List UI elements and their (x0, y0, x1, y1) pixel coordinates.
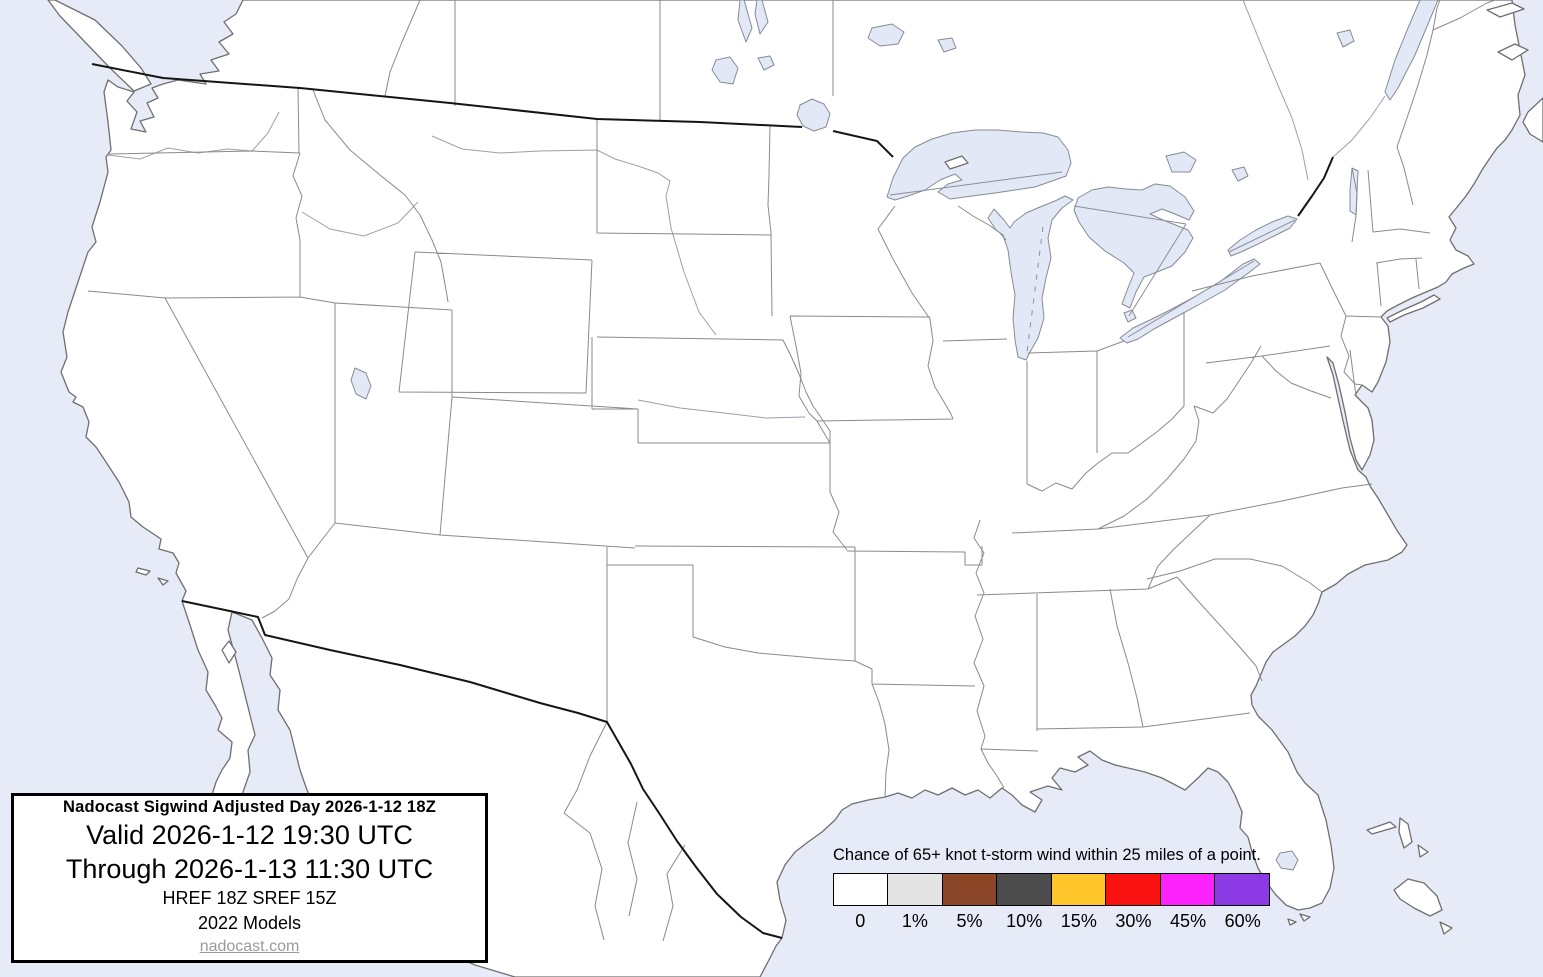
lake-of-the-woods (796, 98, 831, 132)
legend-label-row: 0 1% 5% 10% 15% 30% 45% 60% (833, 911, 1270, 932)
missouri-river (431, 135, 717, 336)
vancouver-island (47, 0, 152, 92)
st-lawrence-river (1384, 0, 1439, 101)
lake-michigan-midline (1026, 226, 1044, 353)
bahamas-andros (1417, 844, 1429, 858)
forecast-header: Nadocast Sigwind Adjusted Day 2026-1-12 … (63, 797, 436, 816)
nova-scotia (1522, 97, 1543, 143)
us-canada-border (91, 63, 1334, 217)
florida-key-1 (1299, 913, 1311, 922)
st-lawrence-upper (1332, 95, 1386, 158)
prince-edward-island (1497, 43, 1529, 61)
lake-okeechobee (1275, 850, 1299, 871)
quebec-lake (1336, 29, 1355, 48)
canada-lake-2 (757, 55, 775, 71)
state-borders-layer (87, 0, 1496, 942)
great-salt-lake (350, 367, 372, 400)
national-borders-layer (91, 63, 1334, 939)
legend-label-4: 15% (1060, 911, 1097, 931)
lake-winnipeg-south (737, 0, 753, 43)
mexico-state-borders (563, 721, 686, 942)
rivers-layer (107, 0, 1386, 419)
lake-simcoe (1231, 166, 1249, 182)
legend-label-2: 5% (956, 911, 983, 931)
forecast-title-box: Nadocast Sigwind Adjusted Day 2026-1-12 … (11, 793, 488, 963)
lake-manitoba-south (754, 0, 769, 35)
valid-time: Valid 2026-1-12 19:30 UTC (86, 819, 413, 850)
canada-lake-3 (867, 23, 905, 47)
probability-legend: Chance of 65+ knot t-storm wind within 2… (833, 846, 1270, 932)
cuba (1393, 878, 1443, 917)
lake-erie (1119, 258, 1261, 344)
models-line: HREF 18Z SREF 15Z (162, 888, 337, 909)
models-year-line: 2022 Models (197, 912, 302, 933)
legend-swatch-7 (1213, 873, 1270, 906)
us-state-borders (87, 0, 1496, 798)
cedros-island (221, 640, 237, 664)
lake-huron (1073, 183, 1195, 309)
snake-river (301, 201, 419, 237)
bahamas-grand-bahama (1366, 821, 1397, 835)
legend-label-0: 0 (855, 911, 866, 931)
legend-label-5: 30% (1115, 911, 1152, 931)
cuba-islet (1439, 921, 1453, 935)
channel-island-1 (135, 567, 151, 576)
legend-swatch-1 (887, 873, 944, 906)
legend-label-6: 45% (1170, 911, 1207, 931)
legend-label-3: 10% (1006, 911, 1043, 931)
channel-island-2 (157, 577, 169, 586)
us-mexico-border (181, 600, 783, 939)
nadocast-link[interactable]: nadocast.com (199, 938, 300, 956)
canada-lake-4 (937, 37, 957, 53)
lake-st-clair (1123, 309, 1137, 323)
legend-title: Chance of 65+ knot t-storm wind within 2… (833, 846, 1261, 864)
columbia-river (107, 111, 280, 160)
canada-lake-1 (711, 56, 739, 85)
platte-river (637, 399, 806, 419)
long-island (1386, 294, 1441, 323)
legend-swatch-3 (996, 873, 1053, 906)
through-time: Through 2026-1-13 11:30 UTC (65, 854, 434, 884)
anticosti-island (1486, 2, 1525, 18)
legend-swatch-6 (1159, 873, 1216, 906)
lake-nipigon (1165, 151, 1197, 173)
ottawa-river (1242, 0, 1309, 181)
isle-royale (944, 155, 969, 170)
legend-label-7: 60% (1224, 911, 1261, 931)
lake-superior (886, 129, 1072, 201)
great-lakes-boundary-chords (889, 171, 1296, 338)
legend-label-1: 1% (901, 911, 928, 931)
bahamas-abaco (1398, 817, 1413, 849)
legend-swatch-2 (941, 873, 998, 906)
legend-swatch-row (833, 873, 1270, 906)
lake-michigan (987, 195, 1074, 361)
legend-swatch-0 (833, 873, 890, 906)
legend-swatch-5 (1105, 873, 1162, 906)
legend-swatch-4 (1050, 873, 1107, 906)
florida-key-2 (1287, 918, 1297, 926)
lakes-layer (350, 0, 1439, 871)
canada-province-borders (384, 0, 834, 121)
